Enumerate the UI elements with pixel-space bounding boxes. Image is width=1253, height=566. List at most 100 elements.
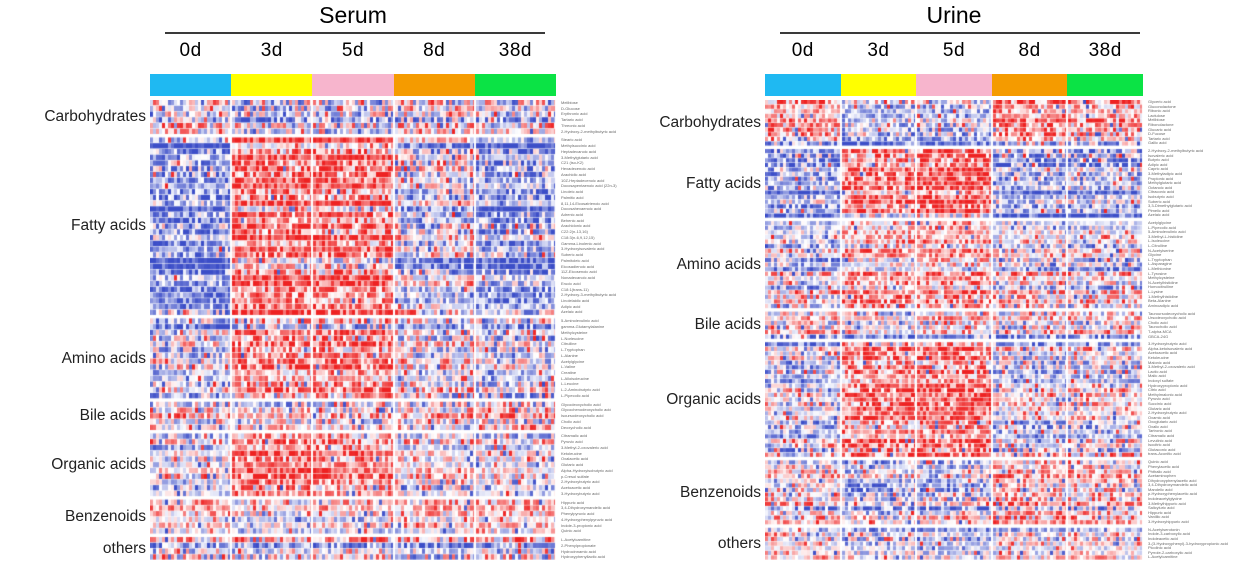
row-label: Hydroxypropionic acid xyxy=(1148,383,1188,388)
row-label: Lactic acid xyxy=(1148,369,1167,374)
row-label: Hydroxyphenyllactic acid xyxy=(561,554,606,560)
row-label: Alpha-ketoisovaleric acid xyxy=(1148,346,1193,351)
row-label: Vanillic acid xyxy=(1148,515,1169,520)
row-label: Pyrrole-2-carboxylic acid xyxy=(1148,550,1192,555)
timepoint-label: 38d xyxy=(1088,40,1122,61)
row-label: 1-Methylhistidine xyxy=(1148,294,1179,299)
row-label: Indoleacetic acid xyxy=(1148,536,1178,541)
group-colorbar-segment xyxy=(231,74,312,96)
row-label: Butyric acid xyxy=(1148,158,1169,163)
row-label: GBCA-24G xyxy=(1148,334,1169,339)
row-label: Heptadecanoic acid xyxy=(561,148,597,154)
row-label: p-Cresol sulfate xyxy=(561,473,590,479)
row-label: Indoxyl sulfate xyxy=(1148,378,1174,383)
row-labels-column: Citramalic acid Pyruvic acid 3-Methyl-2-ox… xyxy=(561,433,613,496)
row-label: Eicosadienoic acid xyxy=(561,263,595,269)
row-label: Isovaleric acid xyxy=(1148,153,1174,158)
row-label: Citraconic acid xyxy=(1148,190,1175,195)
group-colorbar-segment xyxy=(475,74,556,96)
row-label: L-Alanine xyxy=(561,352,578,358)
row-label: gamma-Glutamylalanine xyxy=(561,324,605,330)
row-label: Citric acid xyxy=(1148,388,1166,393)
category-label-others: others xyxy=(102,539,146,557)
row-label: 10Z-Heptadecenoic acid xyxy=(561,177,605,183)
category-label-organic-acids: Organic acids xyxy=(51,456,146,474)
row-label: Oxalacetic acid xyxy=(561,456,589,462)
row-label: Oxalic acid xyxy=(1148,424,1168,429)
serum-heatmap-canvas xyxy=(150,100,556,560)
row-label: L-Lysine xyxy=(1148,290,1163,294)
row-label: Lactulose xyxy=(1148,113,1166,118)
timepoint-label: 5d xyxy=(942,40,966,61)
row-label: Aminoadipic acid xyxy=(1148,303,1179,308)
row-label: 5-Aminolevulinic acid xyxy=(1148,230,1186,235)
row-label: Threonic acid xyxy=(561,122,586,128)
row-label: 3-Methylglutaric acid xyxy=(561,154,598,160)
row-label: Mandelic acid xyxy=(1148,487,1173,492)
row-label: L-Pipecolic acid xyxy=(1148,225,1177,230)
row-label: L-Methionine xyxy=(1148,267,1172,272)
row-label: L-2-Aminobutyric acid xyxy=(561,387,600,393)
row-label: Hippuric acid xyxy=(1148,510,1172,515)
row-label: Creatine xyxy=(561,369,577,375)
row-label: Acetoacetic acid xyxy=(561,485,591,491)
row-label: Ketoleucine xyxy=(561,450,582,456)
row-label: Citramalic acid xyxy=(561,433,588,439)
row-label: Erythronic acid xyxy=(561,111,588,117)
row-label: Quinic acid xyxy=(1148,460,1168,465)
row-label: Oxoglutaric acid xyxy=(1148,420,1177,425)
row-label: Pimelic acid xyxy=(1148,208,1170,213)
row-label: p-Hydroxyphenylacetic acid xyxy=(1148,492,1197,497)
title-underline xyxy=(780,32,1140,34)
row-label: 3,4-Dihydroxymandelic acid xyxy=(561,505,611,511)
row-label: Arachidic acid xyxy=(561,171,586,177)
row-label: L-Tyrosine xyxy=(1148,271,1167,276)
row-labels-column: Glycodeoxycholic acid Glycochenodeoxychol… xyxy=(561,402,611,431)
row-label: 3-Methyladipic acid xyxy=(1148,172,1183,176)
row-label: L-Tryptophan xyxy=(1148,257,1172,262)
row-label: 2-Hydroxy-3-methylbutyric acid xyxy=(561,292,617,298)
category-label-amino-acids: Amino acids xyxy=(61,349,146,367)
row-label: Adipic acid xyxy=(561,303,581,309)
row-label: L-Leucine xyxy=(561,381,579,387)
row-label: C18:1(trans-11) xyxy=(561,286,589,292)
row-label: Ketoleucine xyxy=(1148,355,1169,360)
row-labels-column: N-Acetylserotonin Indole-3-carboxylic aci… xyxy=(1148,528,1228,560)
row-label: 2-Hydroxy-2-methylbutyric acid xyxy=(561,128,617,134)
row-label: Octanoic acid xyxy=(1148,185,1173,190)
row-label: Methylcysteine xyxy=(561,329,588,335)
row-label: Gallic acid xyxy=(1148,141,1167,146)
row-label: Methylcysteine xyxy=(1148,276,1175,281)
row-label: Phenylacetic acid xyxy=(1148,464,1180,469)
row-label: Beta-Alanine xyxy=(1148,299,1171,304)
row-label: Methylsuccinic acid xyxy=(561,143,596,149)
row-label: Isocitric acid xyxy=(1148,443,1171,448)
row-label: Linoleic acid xyxy=(561,189,584,195)
row-labels-column: Glyceric acid Gluconolactone Ribonic acid L… xyxy=(1148,100,1176,146)
group-colorbar-segment xyxy=(394,74,475,96)
row-label: Phenylpyruvic acid xyxy=(561,511,595,517)
row-label: Tauroursodeoxycholic acid xyxy=(1148,311,1196,316)
row-label: Tartronic acid xyxy=(1148,429,1172,434)
row-label: Capric acid xyxy=(1148,167,1169,172)
row-labels-column: Hippuric acid 3,4-Dihydroxymandelic acid P… xyxy=(561,500,612,534)
row-label: Tartaric acid xyxy=(1148,136,1170,141)
category-label-fatty-acids: Fatty acids xyxy=(686,174,761,192)
row-label: L-Pipecolic acid xyxy=(561,392,590,398)
row-label: 3-Hydroxybutyric acid xyxy=(1148,342,1187,347)
row-label: 8,11,14-Eicosatrienoic acid xyxy=(561,200,609,206)
category-label-benzenoids: Benzenoids xyxy=(64,507,146,525)
row-labels-column: Acetylglycine L-Pipecolic acid 5-Aminolevu… xyxy=(1148,221,1186,308)
row-label: 3,3-Dimethylglutaric acid xyxy=(1148,204,1192,209)
group-colorbar-segment xyxy=(916,74,992,96)
row-label: Docosahexaenoic acid xyxy=(561,206,602,212)
row-labels-column: Stearic acid Methylsuccinic acid Heptadeca… xyxy=(561,137,617,315)
row-label: Oxamic acid xyxy=(1148,415,1171,420)
row-label: Gluconolactone xyxy=(1148,104,1176,109)
row-label: Hydrocinnamic acid xyxy=(561,548,596,554)
row-label: 3-Hydroxyhippuric acid xyxy=(1148,520,1189,525)
row-labels-column: Melibiose D-Glucose Erythronic acid Tartari… xyxy=(561,100,616,134)
row-label: Glutaconic acid xyxy=(1148,447,1176,452)
row-label: 3-Hydroxyisovaleric acid xyxy=(561,246,605,252)
row-label: Malonic acid xyxy=(1148,360,1171,365)
